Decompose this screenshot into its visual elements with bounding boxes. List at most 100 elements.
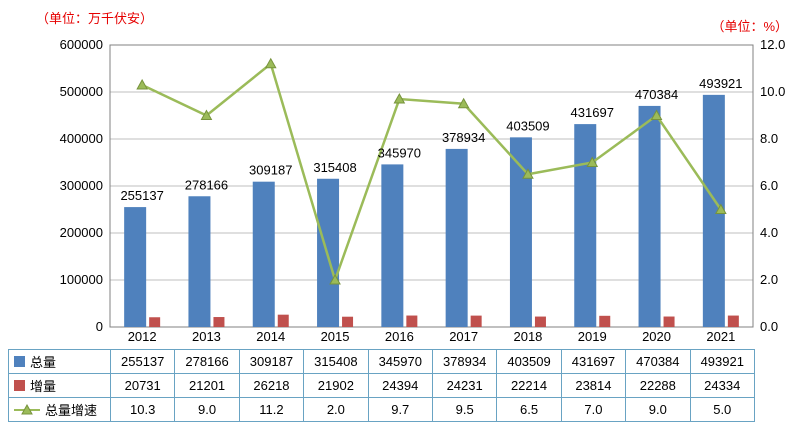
axis-label-left: 400000 <box>60 131 103 146</box>
table-cell: 315408 <box>303 349 369 374</box>
legend-label: 总量 <box>30 355 57 370</box>
bar-increment <box>663 316 675 327</box>
table-cell: 5.0 <box>689 397 756 422</box>
table-row: 增量 20731 21201 26218 21902 24394 24231 22214 238… <box>8 373 756 398</box>
legend-cell: 总量 <box>8 349 111 374</box>
bar-increment <box>727 315 739 327</box>
growth-marker <box>586 156 599 167</box>
right-axis-unit-label: （单位：%） <box>711 19 788 34</box>
axis-label-left: 600000 <box>60 37 103 52</box>
bar-total <box>509 137 532 327</box>
axis-label-year: 2012 <box>128 329 157 344</box>
axis-label-year: 2016 <box>385 329 414 344</box>
axis-label-right: 6.0 <box>760 178 778 193</box>
data-table: 总量 255137 278166 309187 315408 345970 378934 40… <box>8 349 756 422</box>
combo-bar-line-chart: 0 0.0 100000 2.0 200000 4.0 300000 6.0 400000 8.0… <box>60 37 786 344</box>
table-row: 总量 255137 278166 309187 315408 345970 378934 40… <box>8 349 756 374</box>
axis-label-year: 2018 <box>513 329 542 344</box>
legend-line-triangle-icon <box>14 403 40 414</box>
data-label: 378934 <box>442 130 485 145</box>
axis-label-left: 500000 <box>60 84 103 99</box>
table-cell: 10.3 <box>109 397 176 422</box>
bar-increment <box>599 315 611 327</box>
axis-label-right: 2.0 <box>760 272 778 287</box>
table-cell: 11.2 <box>238 397 305 422</box>
table-cell: 345970 <box>367 349 433 374</box>
plot-border <box>109 44 754 328</box>
axis-label-right: 4.0 <box>760 225 778 240</box>
axis-label-year: 2015 <box>321 329 350 344</box>
bar-increment <box>534 316 546 327</box>
bar-total <box>124 207 147 327</box>
left-axis-unit-label: （单位：万千伏安） <box>36 11 154 26</box>
data-label: 309187 <box>249 163 292 178</box>
legend-square-icon <box>14 356 25 367</box>
table-cell: 9.0 <box>625 397 691 422</box>
bar-increment <box>470 315 482 327</box>
bar-total <box>638 105 661 327</box>
table-row: 总量增速 10.3 9.0 11.2 2.0 9.7 9.5 6.5 7.0 9.0 5.0 <box>8 397 756 422</box>
legend-cell: 总量增速 <box>8 397 111 422</box>
table-cell: 24394 <box>367 373 433 398</box>
table-cell: 493921 <box>689 349 756 374</box>
table-cell: 255137 <box>109 349 176 374</box>
bar-increment <box>406 315 418 327</box>
table-cell: 22288 <box>625 373 691 398</box>
growth-line <box>141 61 722 285</box>
data-label: 470384 <box>635 87 678 102</box>
bar-total <box>188 196 211 327</box>
axis-label-year: 2013 <box>192 329 221 344</box>
axis-label-right: 10.0 <box>760 84 785 99</box>
table-cell: 378934 <box>431 349 498 374</box>
data-label: 278166 <box>185 177 228 192</box>
data-label: 315408 <box>313 160 356 175</box>
data-label: 345970 <box>378 145 421 160</box>
legend-label: 总量增速 <box>45 403 98 418</box>
growth-marker <box>393 93 406 104</box>
table-cell: 21902 <box>303 373 369 398</box>
axis-label-left: 0 <box>96 319 103 334</box>
table-cell: 24231 <box>431 373 498 398</box>
growth-marker <box>264 57 277 69</box>
table-cell: 6.5 <box>496 397 562 422</box>
legend-square-icon <box>14 380 25 391</box>
axis-label-right: 8.0 <box>760 131 778 146</box>
axis-label-year: 2019 <box>578 329 607 344</box>
growth-marker <box>457 97 470 109</box>
axis-label-year: 2021 <box>706 329 735 344</box>
axis-label-right: 12.0 <box>760 37 785 52</box>
data-label: 255137 <box>120 188 163 203</box>
growth-marker <box>715 203 727 214</box>
table-cell: 9.7 <box>367 397 433 422</box>
table-cell: 20731 <box>109 373 176 398</box>
table-cell: 23814 <box>560 373 627 398</box>
bar-increment <box>342 316 354 327</box>
bar-total <box>702 94 725 327</box>
bar-total <box>252 181 275 327</box>
table-cell: 309187 <box>238 349 305 374</box>
table-cell: 7.0 <box>560 397 627 422</box>
axis-label-left: 100000 <box>60 272 103 287</box>
bar-increment <box>277 314 289 327</box>
table-cell: 431697 <box>560 349 627 374</box>
growth-marker <box>650 109 663 120</box>
table-cell: 21201 <box>174 373 240 398</box>
growth-marker <box>200 109 213 120</box>
data-label: 493921 <box>699 76 742 91</box>
table-cell: 470384 <box>625 349 691 374</box>
axis-label-year: 2017 <box>449 329 478 344</box>
bar-total <box>574 124 597 327</box>
table-cell: 403509 <box>496 349 562 374</box>
growth-marker <box>136 78 148 90</box>
table-cell: 9.0 <box>174 397 240 422</box>
growth-marker <box>329 273 341 285</box>
table-cell: 9.5 <box>431 397 498 422</box>
legend-cell: 增量 <box>8 373 111 398</box>
bar-total <box>445 148 468 327</box>
bar-total <box>381 164 404 327</box>
data-label: 431697 <box>571 105 614 120</box>
bar-increment <box>149 317 161 327</box>
axis-label-left: 300000 <box>60 178 103 193</box>
table-cell: 278166 <box>174 349 240 374</box>
